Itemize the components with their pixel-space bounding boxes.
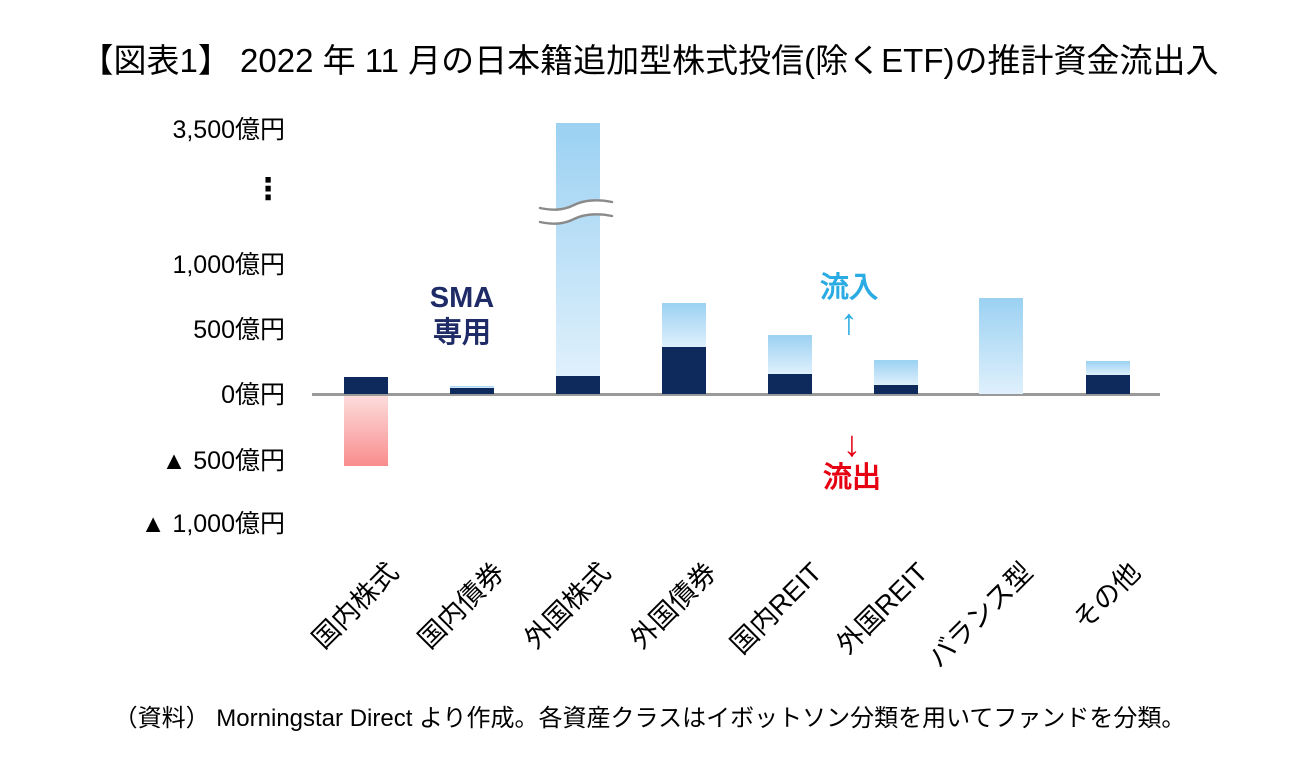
outflow-label: 流出: [822, 462, 881, 494]
x-category-label-バランス型: バランス型: [922, 556, 1039, 674]
bar-dark-segment-国内REIT: [767, 373, 812, 394]
axis-break-icon: [538, 199, 614, 225]
x-category-label-外国株式: 外国株式: [518, 556, 616, 655]
y-axis-break-dots: ⋮: [253, 173, 285, 206]
bar-light-segment-外国債券: [661, 303, 706, 348]
bar-outflow-segment-国内株式: [343, 396, 388, 467]
x-axis-baseline: [312, 393, 1160, 396]
bar-dark-segment-外国REIT: [873, 384, 918, 394]
chart-title: 【図表1】 2022 年 11 月の日本籍追加型株式投信(除くETF)の推計資金…: [80, 42, 1219, 79]
up-arrow-icon: ↑: [840, 301, 858, 342]
y-tick-label: 0億円: [221, 381, 285, 409]
x-category-label-その他: その他: [1067, 556, 1147, 636]
bar-light-segment-その他: [1086, 360, 1130, 376]
bar-light-segment-国内REIT: [767, 334, 812, 374]
bar-light-segment-国内債券: [449, 386, 494, 389]
outflow-annotation: ↓ 流出: [790, 423, 914, 495]
bar-dark-segment-その他: [1086, 375, 1130, 394]
sma-annotation-line2: 専用: [432, 317, 491, 349]
bar-light-segment-外国REIT: [873, 360, 918, 385]
source-note: （資料） Morningstar Direct より作成。各資産クラスはイボット…: [113, 705, 1186, 732]
inflow-annotation: 流入 ↑: [787, 272, 911, 340]
y-tick-label: ▲ 1,000億円: [140, 510, 285, 538]
bar-dark-segment-外国債券: [661, 347, 706, 394]
x-category-label-国内株式: 国内株式: [306, 556, 404, 655]
x-category-label-国内REIT: 国内REIT: [724, 556, 828, 660]
bar-dark-segment-国内債券: [449, 388, 494, 394]
down-arrow-icon: ↓: [843, 423, 861, 464]
bar-dark-segment-外国株式: [555, 376, 600, 394]
bar-light-segment-外国株式: [555, 123, 600, 377]
y-tick-label: ▲ 500億円: [161, 447, 285, 475]
sma-annotation-line1: SMA: [429, 282, 495, 314]
bar-light-segment-バランス型: [978, 297, 1023, 394]
inflow-label: 流入: [819, 272, 878, 304]
y-tick-label: 3,500億円: [172, 116, 285, 144]
x-category-label-外国債券: 外国債券: [624, 556, 722, 655]
bar-dark-segment-国内株式: [343, 377, 388, 394]
x-category-label-国内債券: 国内債券: [412, 556, 510, 655]
y-tick-label: 1,000億円: [172, 251, 285, 279]
sma-annotation: SMA 専用: [400, 281, 524, 351]
y-tick-label: 500億円: [193, 316, 285, 344]
